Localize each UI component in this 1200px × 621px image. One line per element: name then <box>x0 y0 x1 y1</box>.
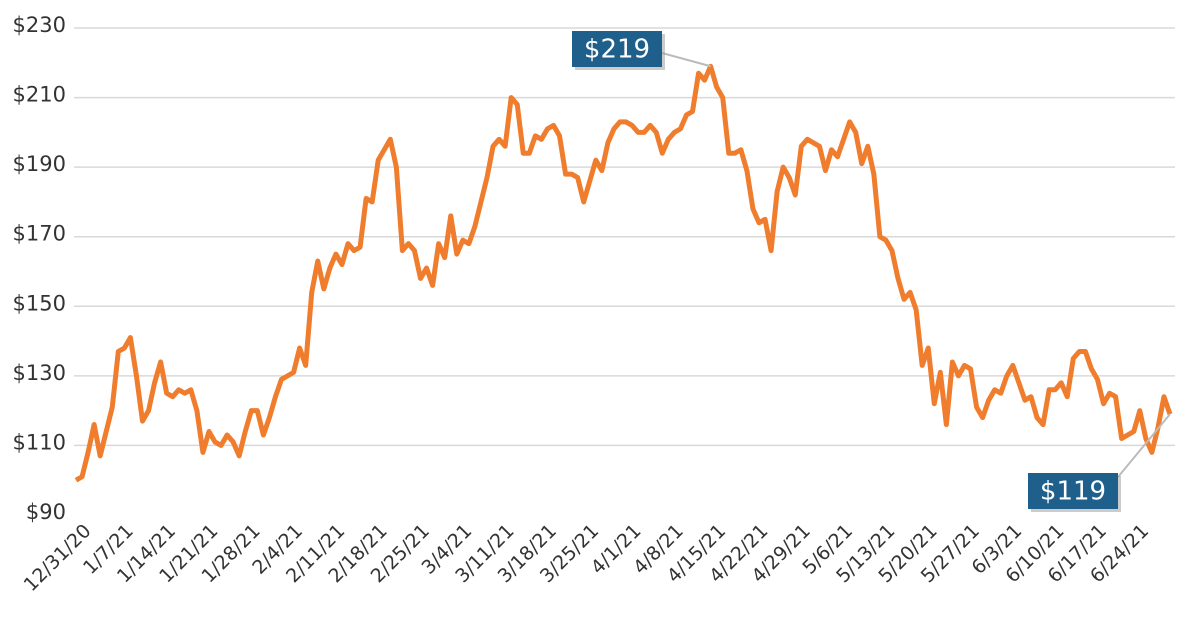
annotation-box <box>1028 473 1118 509</box>
y-tick-label: $210 <box>13 83 66 107</box>
y-tick-label: $170 <box>13 222 66 246</box>
annotation-connector <box>661 52 711 68</box>
annotation-box <box>572 31 662 67</box>
annotation-label: $119 <box>1040 477 1106 507</box>
y-tick-label: $150 <box>13 291 66 315</box>
price-line <box>74 63 1173 483</box>
y-tick-label: $190 <box>13 152 66 176</box>
y-tick-label: $130 <box>13 361 66 385</box>
annotation-label: $219 <box>584 35 650 65</box>
y-tick-label: $90 <box>26 500 66 524</box>
y-tick-label: $110 <box>13 430 66 454</box>
annotation-connector <box>1117 413 1171 478</box>
y-tick-label: $230 <box>13 13 66 37</box>
